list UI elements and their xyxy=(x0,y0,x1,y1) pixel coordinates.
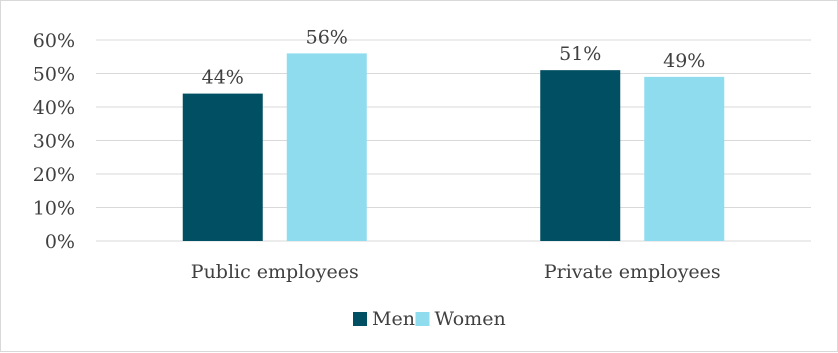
y-tick-label: 0% xyxy=(45,231,75,253)
legend: Men Women xyxy=(353,308,506,330)
bar-women xyxy=(644,76,725,241)
bar-women xyxy=(286,53,367,242)
x-axis: Public employees Private employees xyxy=(191,261,721,283)
legend-swatch-women xyxy=(415,312,430,326)
y-tick-label: 20% xyxy=(33,164,75,186)
y-tick-label: 50% xyxy=(33,64,75,86)
category-label: Public employees xyxy=(191,261,359,283)
legend-label-men: Men xyxy=(372,308,415,330)
y-axis: 0% 10% 20% 30% 40% 50% 60% xyxy=(33,30,75,253)
legend-swatch-men xyxy=(353,312,367,326)
y-tick-label: 60% xyxy=(33,30,75,52)
data-label: 51% xyxy=(559,43,601,65)
bars xyxy=(182,53,725,242)
data-label: 44% xyxy=(202,67,244,89)
data-label: 49% xyxy=(663,50,705,72)
bar-men xyxy=(182,93,263,241)
legend-label-women: Women xyxy=(435,308,506,330)
y-tick-label: 10% xyxy=(33,198,75,220)
data-label: 56% xyxy=(306,26,348,48)
y-tick-label: 40% xyxy=(33,97,75,119)
y-tick-label: 30% xyxy=(33,131,75,153)
bar-men xyxy=(540,70,621,242)
data-labels: 44% 56% 51% 49% xyxy=(202,26,706,88)
category-label: Private employees xyxy=(544,261,721,283)
